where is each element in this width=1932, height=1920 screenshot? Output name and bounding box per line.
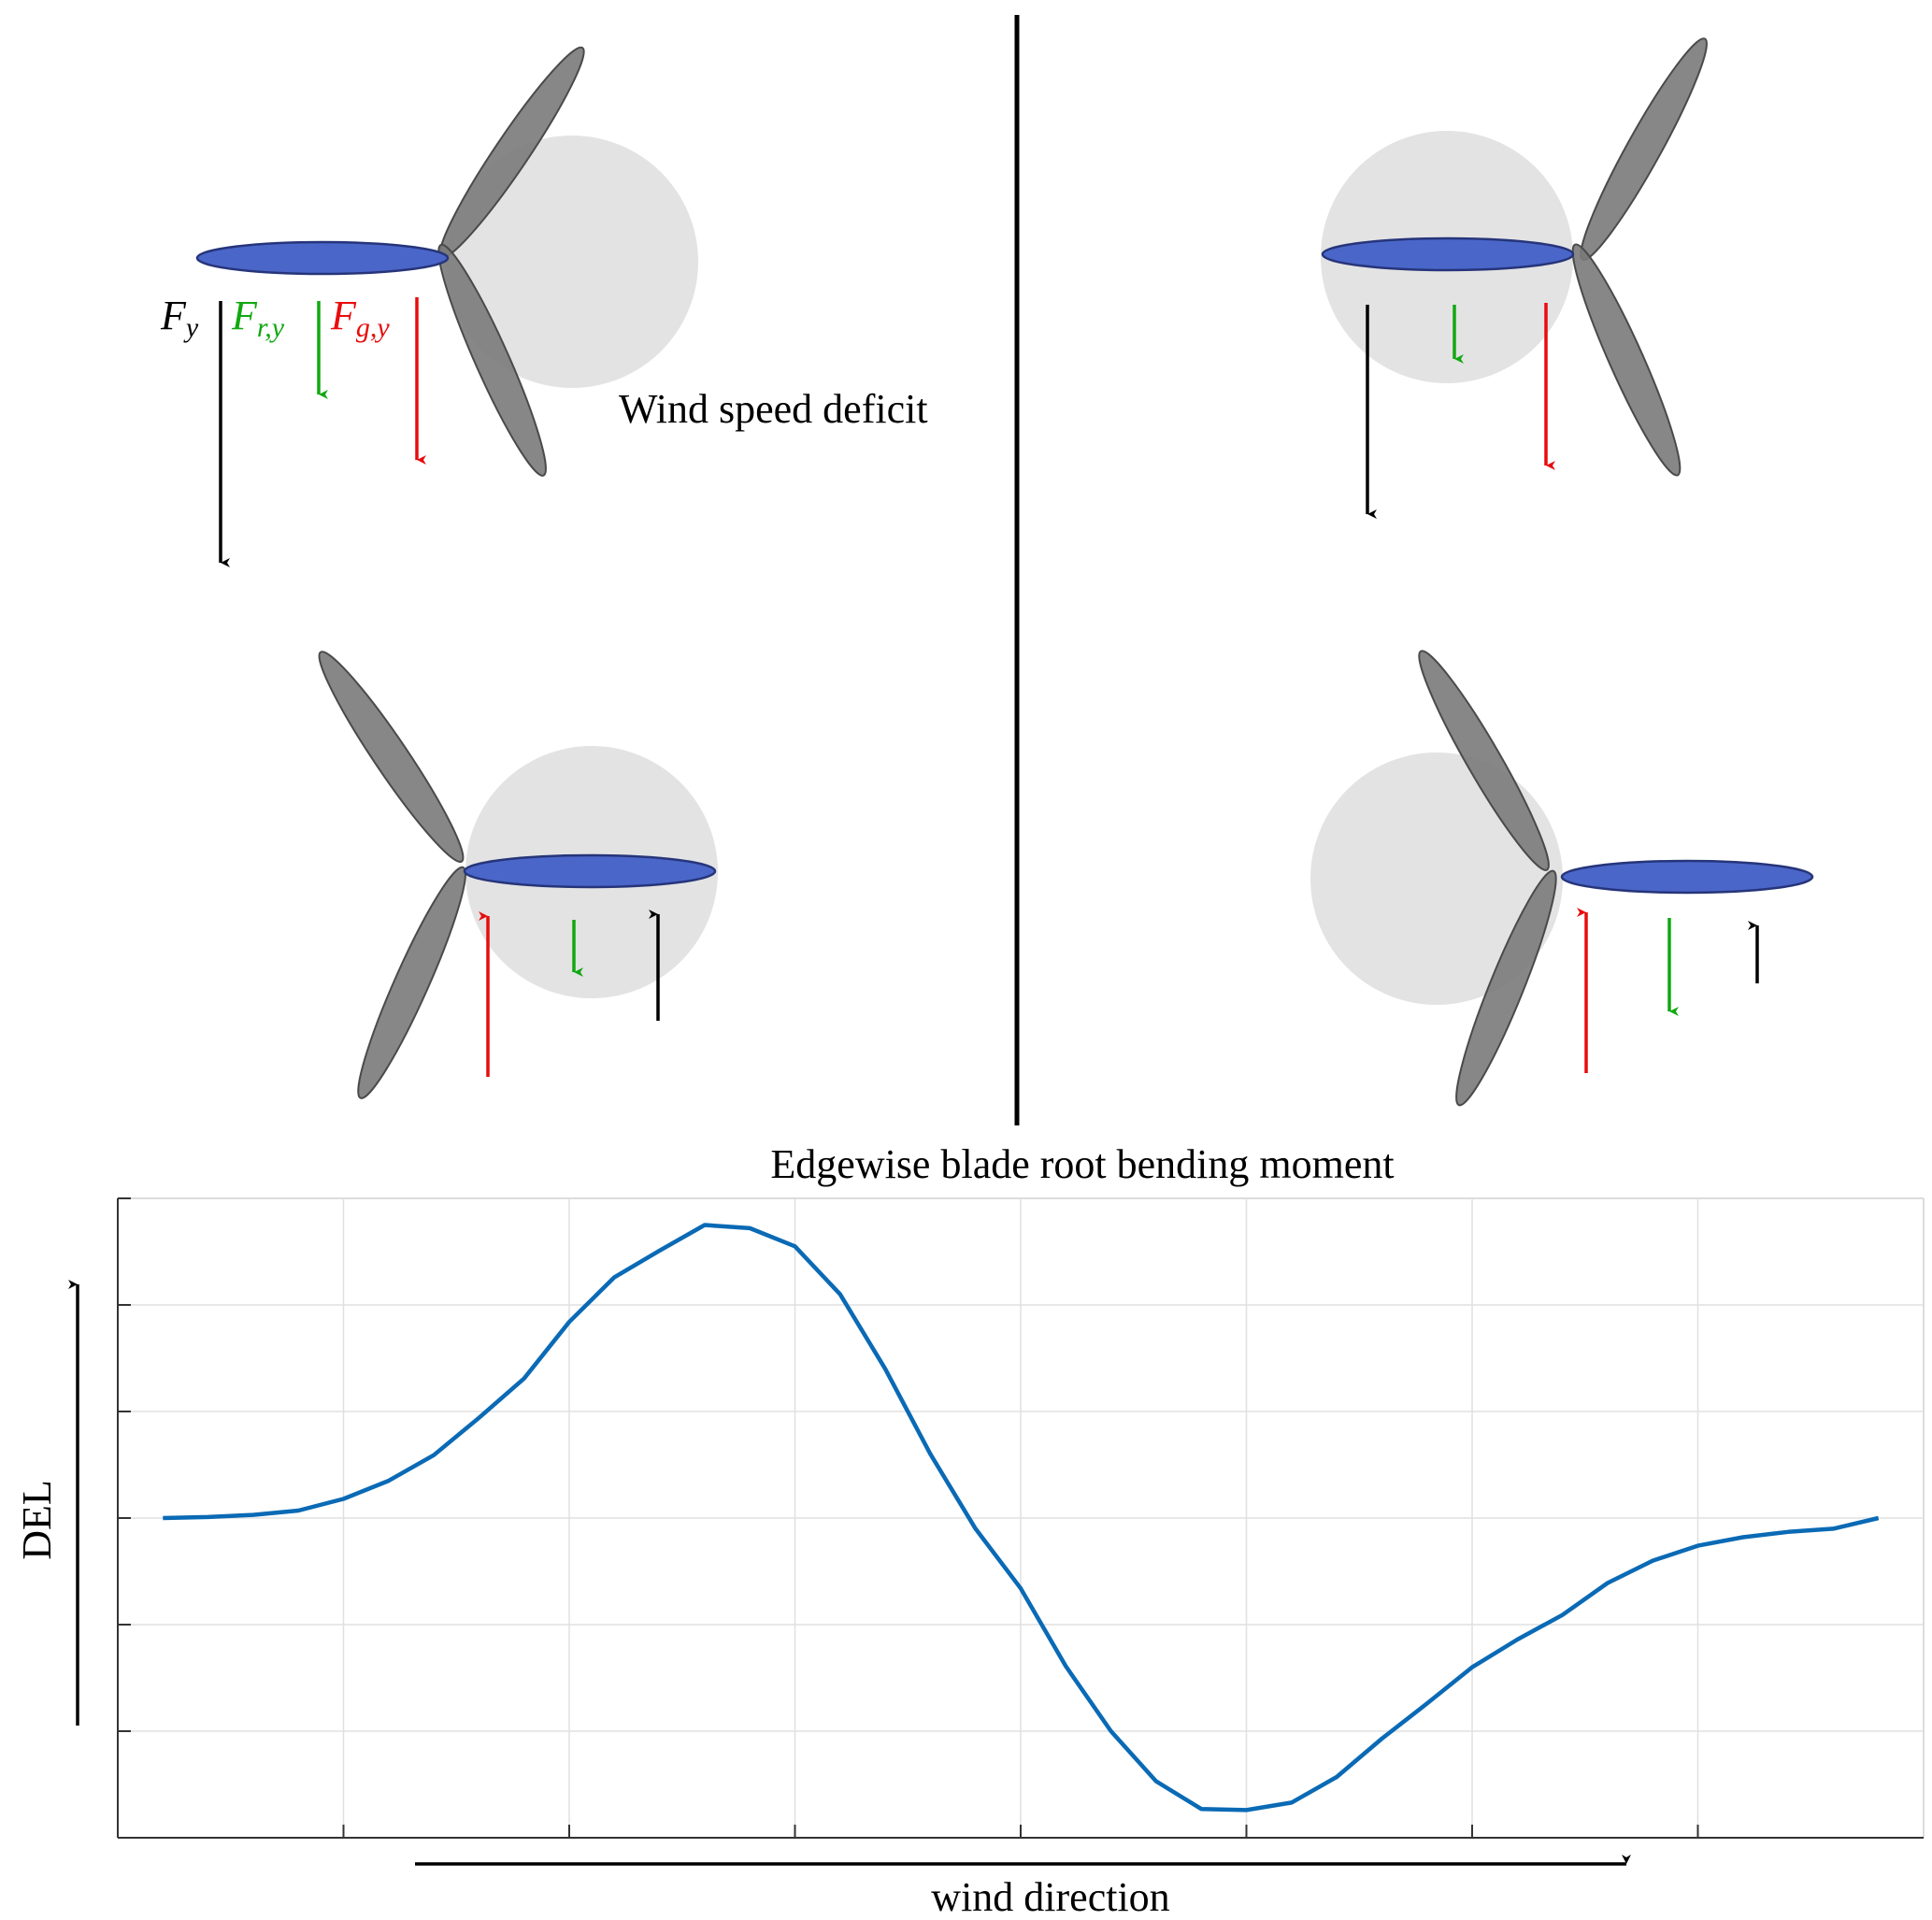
rotor-blade	[318, 651, 465, 863]
chart-title: Edgewise blade root bending moment	[770, 1141, 1394, 1187]
panel-top-left: Fy Fr,y Fg,y Wind speed deficit	[160, 46, 928, 567]
gravity-force-label: Fg,y	[330, 293, 390, 343]
highlight-blade	[195, 240, 450, 276]
rotor-blade	[357, 866, 466, 1099]
total-force-label: Fy	[160, 293, 199, 343]
y-axis-label: DEL	[14, 1480, 60, 1560]
del-curve	[163, 1223, 1880, 1813]
highlight-blade	[1321, 236, 1575, 272]
rotor-blade	[437, 243, 547, 477]
rotor-blade	[1418, 650, 1550, 871]
rotor-blade	[1580, 37, 1708, 261]
wake-label: Wind speed deficit	[619, 386, 928, 432]
panel-bottom-right	[1310, 650, 1814, 1107]
chart-grid	[118, 1197, 1925, 1838]
highlight-blade	[1560, 859, 1814, 895]
chart-ticks	[118, 1197, 1699, 1838]
rotor-blade	[1571, 243, 1682, 477]
panel-top-right	[1321, 37, 1708, 519]
rotor-blade	[1455, 869, 1557, 1107]
panel-bottom-left	[318, 651, 718, 1099]
highlight-blade	[463, 853, 717, 889]
wake-region	[446, 136, 698, 388]
rotor-force-label: Fr,y	[231, 293, 285, 343]
del-chart: Edgewise blade root bending moment DEL w…	[14, 1141, 1925, 1920]
x-axis-label: wind direction	[931, 1874, 1169, 1920]
chart-axes	[117, 1198, 1924, 1839]
